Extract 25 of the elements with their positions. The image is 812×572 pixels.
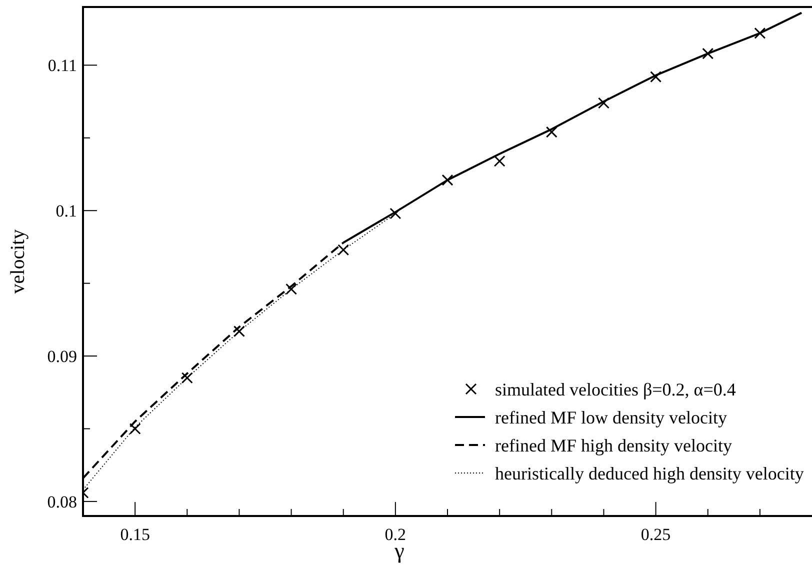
x-tick-label: 0.15 (120, 525, 150, 544)
x-tick-label: 0.2 (384, 525, 406, 544)
point (129, 422, 141, 434)
point (442, 174, 454, 186)
point (650, 71, 662, 83)
legend-label: heuristically deduced high density velocity (495, 463, 804, 484)
y-tick-label: 0.1 (56, 202, 77, 221)
legend-label: simulated velocities β=0.2, α=0.4 (495, 379, 736, 400)
point (598, 97, 610, 109)
point (286, 283, 298, 295)
point (702, 48, 714, 60)
point (546, 126, 558, 138)
point (338, 244, 350, 256)
y-tick-label: 0.11 (48, 56, 77, 76)
point (181, 372, 193, 384)
x-tick-label: 0.25 (640, 525, 671, 544)
legend-label: refined MF high density velocity (495, 435, 732, 456)
point (390, 208, 402, 220)
y-axis-title: velocity (7, 229, 29, 294)
legend-label: refined MF low density velocity (495, 407, 727, 428)
y-tick-label: 0.09 (47, 346, 77, 366)
point (494, 155, 506, 167)
y-tick-label: 0.08 (47, 492, 77, 512)
point (233, 326, 245, 338)
point (754, 27, 766, 39)
